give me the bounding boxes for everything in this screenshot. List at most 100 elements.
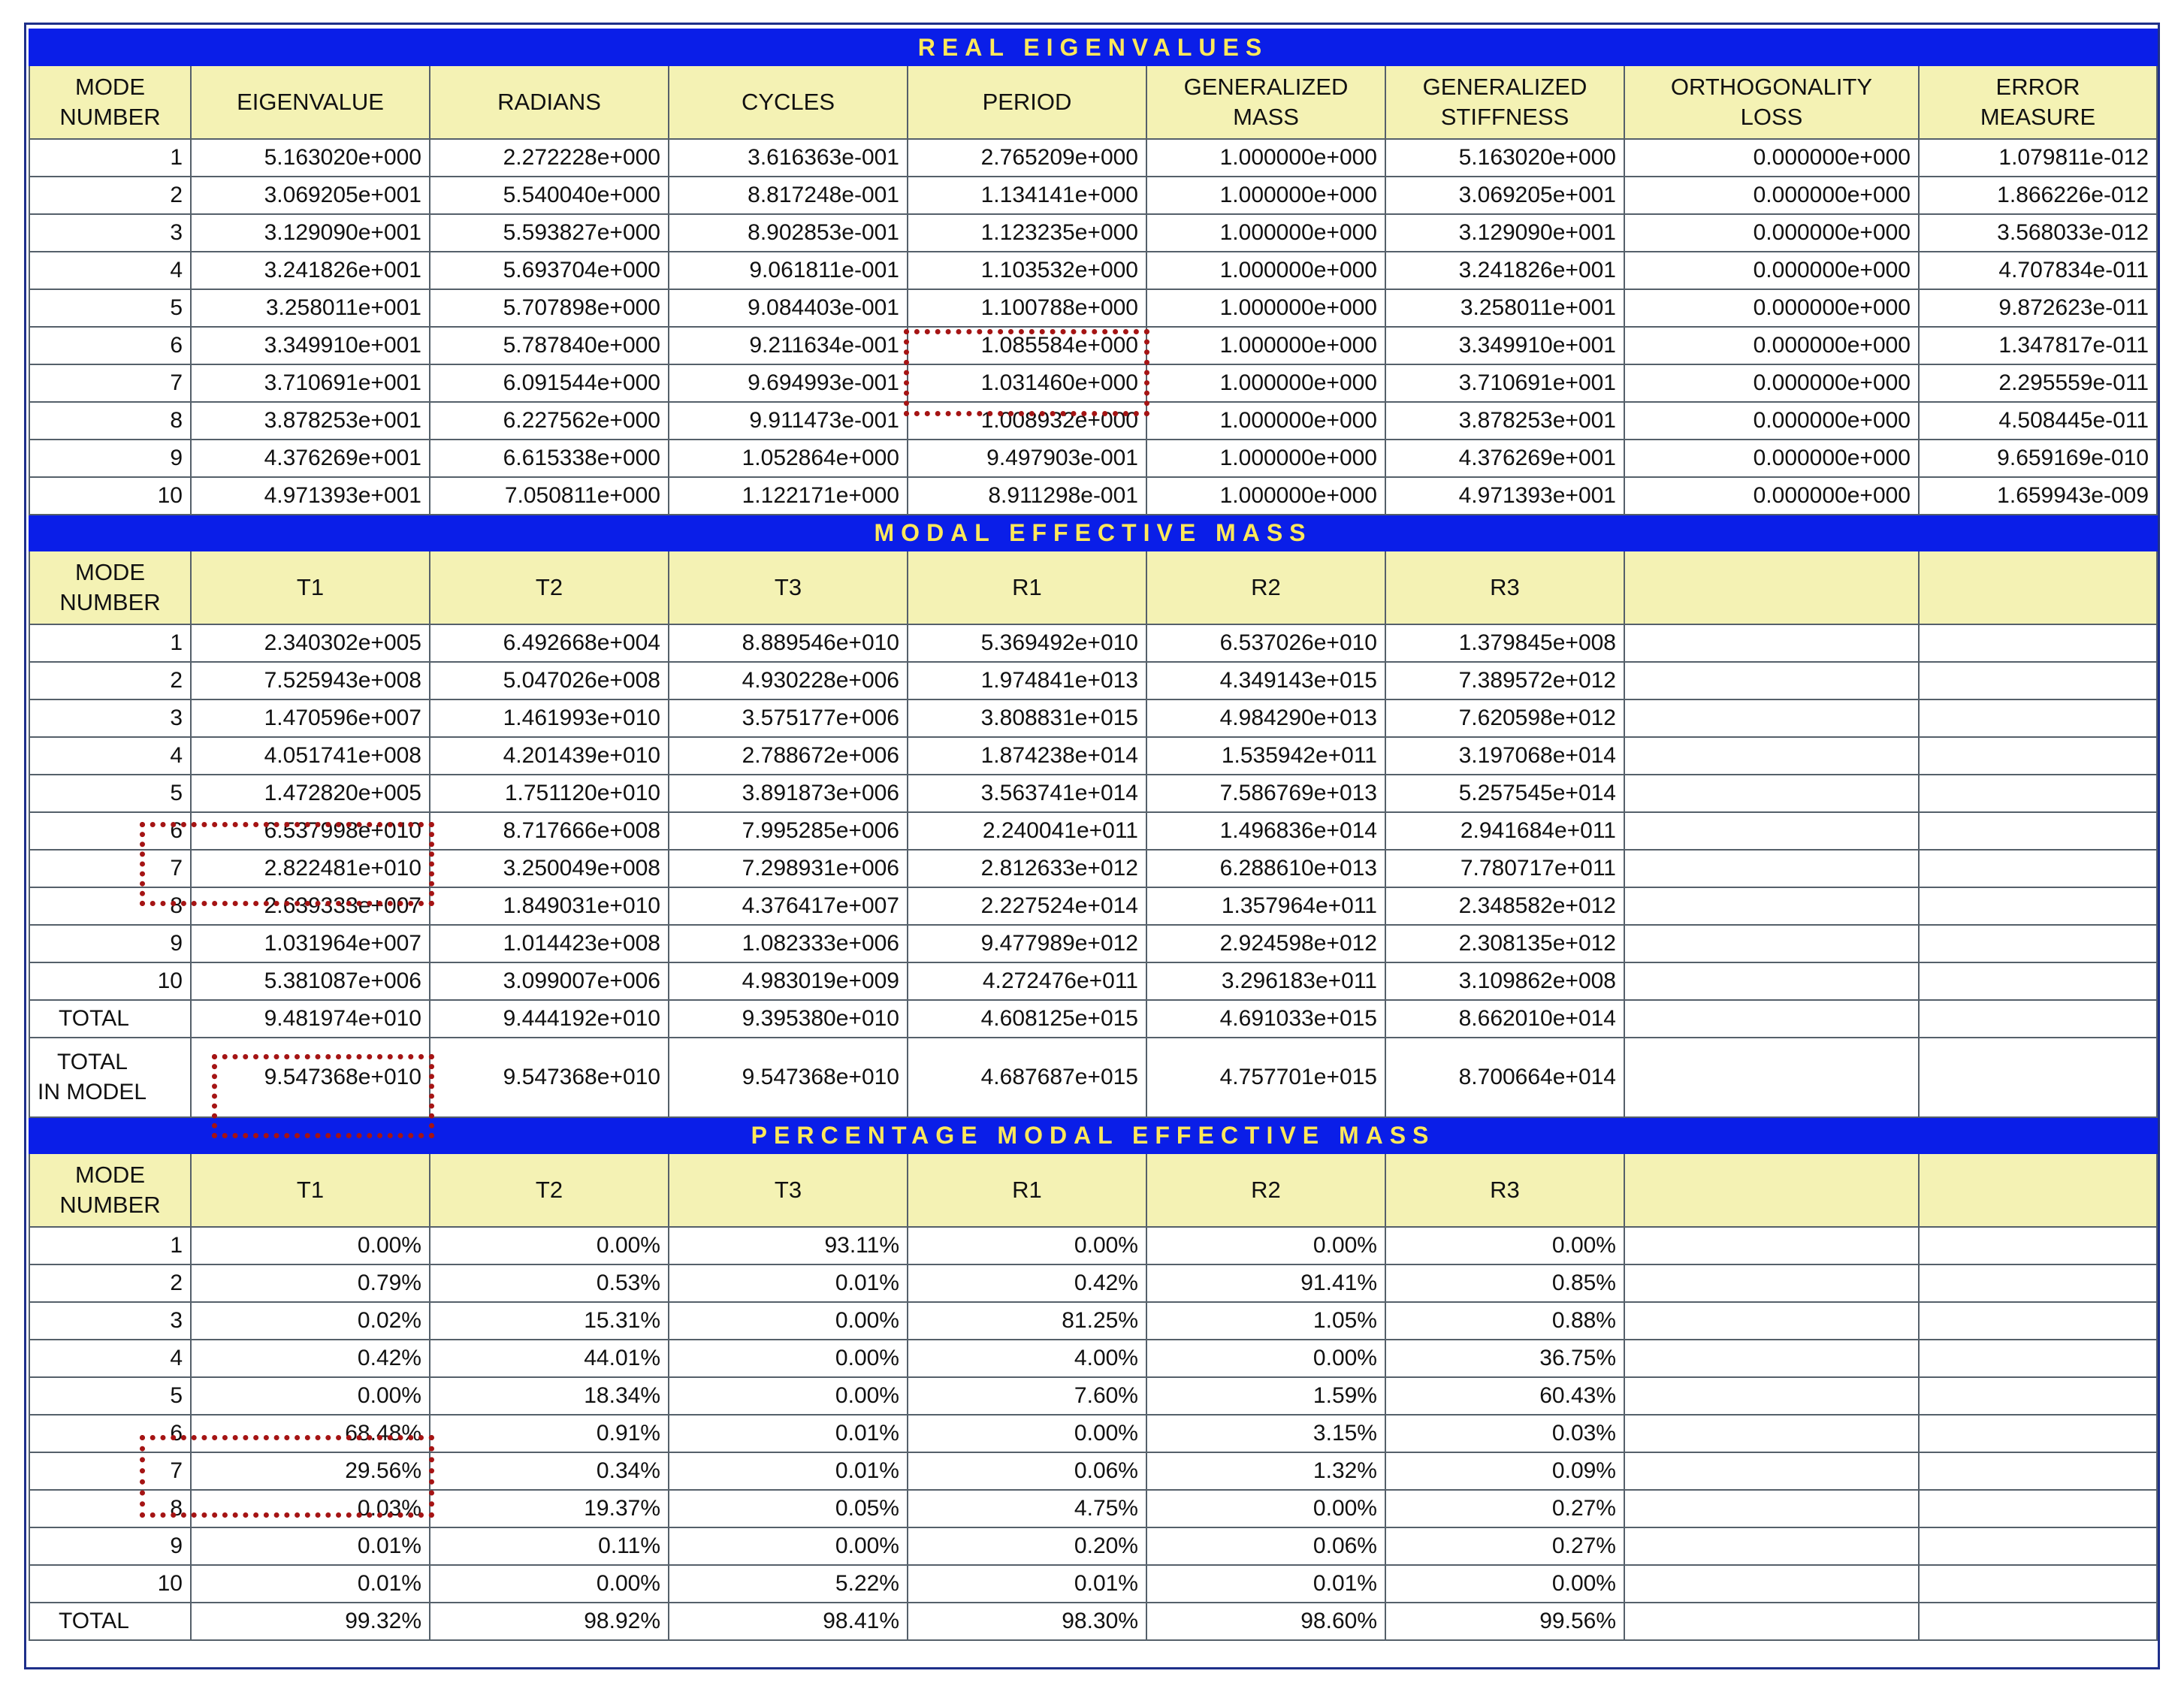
modal-effective-mass-cell: 3.891873e+006 bbox=[668, 774, 908, 813]
percentage-modal-effective-mass-column-header: MODE NUMBER bbox=[29, 1153, 192, 1228]
real-eigenvalues-cell: 1.000000e+000 bbox=[1146, 138, 1386, 177]
real-eigenvalues-cell: 6.091544e+000 bbox=[429, 364, 669, 403]
real-eigenvalues-cell: 4.376269e+001 bbox=[190, 439, 430, 478]
real-eigenvalues-title: REAL EIGENVALUES bbox=[28, 29, 2158, 66]
modal-effective-mass-cell: 3.109862e+008 bbox=[1385, 962, 1625, 1001]
real-eigenvalues-cell: 1.000000e+000 bbox=[1146, 439, 1386, 478]
real-eigenvalues-cell: 1.031460e+000 bbox=[907, 364, 1147, 403]
real-eigenvalues-cell: 9.061811e-001 bbox=[668, 251, 908, 290]
modal-effective-mass-cell: 5 bbox=[29, 774, 192, 813]
total-value-cell: 4.691033e+015 bbox=[1146, 999, 1386, 1038]
real-eigenvalues-cell: 1.123235e+000 bbox=[907, 213, 1147, 252]
modal-effective-mass-total-in-model-row: TOTAL IN MODEL 9.547368e+010 9.547368e+010 9… bbox=[29, 1037, 2158, 1118]
total-value-cell: 99.56% bbox=[1385, 1602, 1625, 1641]
real-eigenvalues-cell: 1.052864e+000 bbox=[668, 439, 908, 478]
real-eigenvalues-cell: 0.000000e+000 bbox=[1624, 439, 1920, 478]
header-text: ERROR bbox=[1995, 74, 2080, 100]
modal-effective-mass-cell: 7.298931e+006 bbox=[668, 849, 908, 888]
percentage-modal-effective-mass-table-row: 4 0.42% 44.01% 0.00% 4.00% 0.00% 36.75% bbox=[29, 1339, 2158, 1378]
header-text: T2 bbox=[535, 574, 563, 600]
empty-cell bbox=[1624, 811, 1920, 851]
header-text: T3 bbox=[774, 574, 802, 600]
modal-effective-mass-cell: 3.099007e+006 bbox=[429, 962, 669, 1001]
real-eigenvalues-table-row: 1 5.163020e+000 2.272228e+000 3.616363e-001… bbox=[29, 138, 2158, 177]
modal-effective-mass-table-row: 1 2.340302e+005 6.492668e+004 8.889546e+010… bbox=[29, 624, 2158, 663]
modal-effective-mass-cell: 2.822481e+010 bbox=[190, 849, 430, 888]
real-eigenvalues-cell: 9.211634e-001 bbox=[668, 326, 908, 365]
modal-effective-mass-cell: 2.348582e+012 bbox=[1385, 887, 1625, 926]
real-eigenvalues-cell: 1.103532e+000 bbox=[907, 251, 1147, 290]
percentage-modal-effective-mass-cell: 8 bbox=[29, 1489, 192, 1528]
highlight-t1-percent-modes-6-7 bbox=[140, 1435, 434, 1518]
modal-effective-mass-cell: 9.477989e+012 bbox=[907, 924, 1147, 963]
real-eigenvalues-cell: 4.707834e-011 bbox=[1917, 251, 2158, 290]
header-text: LOSS bbox=[1740, 104, 1803, 130]
modal-effective-mass-cell: 2.340302e+005 bbox=[190, 624, 430, 663]
empty-cell bbox=[1917, 999, 2158, 1038]
real-eigenvalues-table-row: 4 3.241826e+001 5.693704e+000 9.061811e-001… bbox=[29, 251, 2158, 290]
modal-effective-mass-cell: 6.288610e+013 bbox=[1146, 849, 1386, 888]
total-value-cell: 9.547368e+010 bbox=[190, 1037, 430, 1118]
empty-cell bbox=[1624, 624, 1920, 663]
real-eigenvalues-cell: 8.911298e-001 bbox=[907, 476, 1147, 515]
percentage-modal-effective-mass-total-row: TOTAL 99.32% 98.92% 98.41% 98.30% 98.60% 99.56… bbox=[29, 1602, 2158, 1641]
empty-cell bbox=[1917, 774, 2158, 813]
header-text: STIFFNESS bbox=[1440, 104, 1569, 130]
percentage-modal-effective-mass-table-row: 9 0.01% 0.11% 0.00% 0.20% 0.06% 0.27% bbox=[29, 1527, 2158, 1566]
empty-cell bbox=[1624, 1226, 1920, 1265]
real-eigenvalues-cell: 4.376269e+001 bbox=[1385, 439, 1625, 478]
real-eigenvalues-cell: 3 bbox=[29, 213, 192, 252]
percentage-modal-effective-mass-cell: 0.42% bbox=[190, 1339, 430, 1378]
total-value-cell: 98.41% bbox=[668, 1602, 908, 1641]
real-eigenvalues-cell: 5.593827e+000 bbox=[429, 213, 669, 252]
modal-effective-mass-total-row: TOTAL 9.481974e+010 9.444192e+010 9.395380e… bbox=[29, 999, 2158, 1038]
header-text: MEASURE bbox=[1980, 104, 2096, 130]
percentage-modal-effective-mass-cell: 0.27% bbox=[1385, 1489, 1625, 1528]
modal-effective-mass-cell: 3.808831e+015 bbox=[907, 699, 1147, 738]
percentage-modal-effective-mass-column-header: T2 bbox=[429, 1153, 669, 1228]
modal-effective-mass-table-row: 2 7.525943e+008 5.047026e+008 4.930228e+006… bbox=[29, 661, 2158, 700]
empty-cell bbox=[1917, 1414, 2158, 1453]
modal-analysis-report: REAL EIGENVALUES MODE NUMBER EIGENVALUE RADI… bbox=[28, 29, 2158, 1641]
real-eigenvalues-column-header: PERIOD bbox=[907, 65, 1147, 140]
total-value-cell: 98.30% bbox=[907, 1602, 1147, 1641]
percentage-modal-effective-mass-cell: 0.85% bbox=[1385, 1264, 1625, 1303]
real-eigenvalues-cell: 9.911473e-001 bbox=[668, 401, 908, 440]
real-eigenvalues-cell: 3.710691e+001 bbox=[1385, 364, 1625, 403]
modal-effective-mass-cell: 2.924598e+012 bbox=[1146, 924, 1386, 963]
modal-effective-mass-table-row: 6 6.537998e+010 8.717666e+008 7.995285e+006… bbox=[29, 811, 2158, 851]
percentage-modal-effective-mass-cell: 0.00% bbox=[190, 1226, 430, 1265]
modal-effective-mass-cell: 3.563741e+014 bbox=[907, 774, 1147, 813]
percentage-modal-effective-mass-cell: 68.48% bbox=[190, 1414, 430, 1453]
modal-effective-mass-table-row: 7 2.822481e+010 3.250049e+008 7.298931e+006… bbox=[29, 849, 2158, 888]
modal-effective-mass-column-header bbox=[1624, 550, 1920, 625]
empty-cell bbox=[1624, 887, 1920, 926]
modal-effective-mass-cell: 3.575177e+006 bbox=[668, 699, 908, 738]
empty-cell bbox=[1917, 1602, 2158, 1641]
percentage-modal-effective-mass-cell: 0.00% bbox=[668, 1527, 908, 1566]
percentage-modal-effective-mass-cell: 81.25% bbox=[907, 1301, 1147, 1340]
real-eigenvalues-cell: 0.000000e+000 bbox=[1624, 476, 1920, 515]
percentage-modal-effective-mass-column-header: R3 bbox=[1385, 1153, 1625, 1228]
percentage-modal-effective-mass-band: PERCENTAGE MODAL EFFECTIVE MASS bbox=[28, 1116, 2158, 1154]
modal-effective-mass-cell: 1.082333e+006 bbox=[668, 924, 908, 963]
modal-effective-mass-cell: 5.047026e+008 bbox=[429, 661, 669, 700]
empty-cell bbox=[1624, 661, 1920, 700]
real-eigenvalues-cell: 0.000000e+000 bbox=[1624, 326, 1920, 365]
highlight-period-modes-6-7 bbox=[904, 329, 1149, 416]
modal-effective-mass-cell: 8 bbox=[29, 887, 192, 926]
percentage-modal-effective-mass-table-row: 3 0.02% 15.31% 0.00% 81.25% 1.05% 0.88% bbox=[29, 1301, 2158, 1340]
real-eigenvalues-cell: 5 bbox=[29, 289, 192, 328]
real-eigenvalues-cell: 0.000000e+000 bbox=[1624, 364, 1920, 403]
real-eigenvalues-cell: 1.659943e-009 bbox=[1917, 476, 2158, 515]
header-text: R1 bbox=[1012, 574, 1042, 600]
modal-effective-mass-cell: 6.492668e+004 bbox=[429, 624, 669, 663]
header-text: R3 bbox=[1490, 1177, 1520, 1203]
real-eigenvalues-cell: 8.902853e-001 bbox=[668, 213, 908, 252]
modal-effective-mass-cell: 7.525943e+008 bbox=[190, 661, 430, 700]
real-eigenvalues-cell: 5.693704e+000 bbox=[429, 251, 669, 290]
percentage-modal-effective-mass-table-row: 8 0.03% 19.37% 0.05% 4.75% 0.00% 0.27% bbox=[29, 1489, 2158, 1528]
real-eigenvalues-cell: 3.616363e-001 bbox=[668, 138, 908, 177]
real-eigenvalues-cell: 4.508445e-011 bbox=[1917, 401, 2158, 440]
percentage-modal-effective-mass-table-row: 5 0.00% 18.34% 0.00% 7.60% 1.59% 60.43% bbox=[29, 1376, 2158, 1416]
